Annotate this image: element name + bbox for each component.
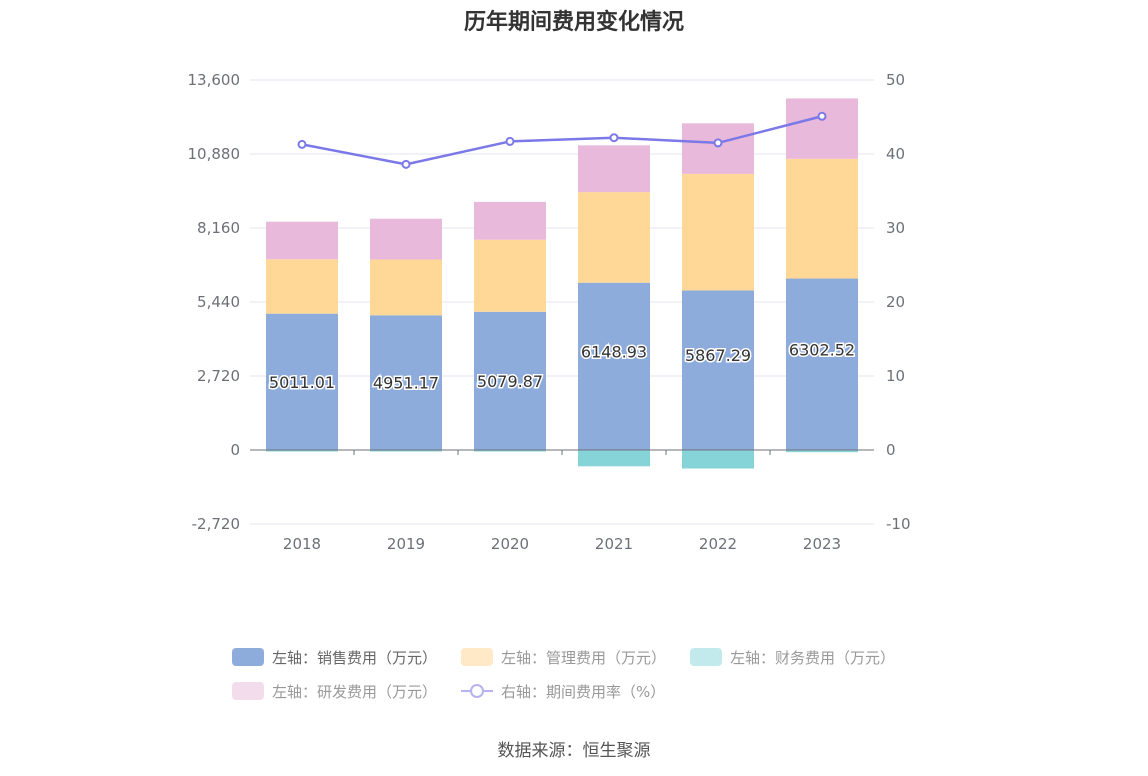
line-point (713, 138, 723, 148)
x-tick-label: 2018 (283, 535, 321, 553)
y-right-tick-label: -10 (886, 515, 911, 533)
y-left-tick-label: 5,440 (197, 293, 240, 311)
y-left-tick-label: 8,160 (197, 219, 240, 237)
bar-sales (474, 311, 546, 450)
legend-swatch-admin (461, 648, 494, 666)
data-label: 5867.29 (685, 346, 751, 365)
bar-finance (370, 450, 442, 452)
bar-rnd (786, 98, 858, 159)
line-point (505, 136, 515, 146)
legend-swatch-rate (461, 682, 494, 700)
y-left-tick-label: -2,720 (192, 515, 240, 533)
legend-swatch-sales (232, 648, 264, 666)
bar-rnd (370, 218, 442, 260)
bar-finance (266, 450, 338, 452)
y-right-tick-label: 40 (886, 145, 905, 163)
legend-swatch-rnd (232, 682, 264, 700)
data-label: 5011.01 (269, 373, 335, 392)
y-right-tick-label: 20 (886, 293, 905, 311)
bar-finance (578, 450, 650, 467)
bar-sales (578, 282, 650, 450)
data-label: 5079.87 (477, 372, 543, 391)
line-point (401, 159, 411, 169)
bar-rnd (474, 201, 546, 240)
data-label: 6148.93 (581, 342, 647, 361)
legend-label-sales: 左轴：销售费用（万元） (272, 648, 438, 667)
line-rate (301, 115, 823, 166)
bar-sales (786, 278, 858, 450)
y-right-tick-label: 10 (886, 367, 905, 385)
y-right-tick-label: 30 (886, 219, 905, 237)
bar-finance (786, 450, 858, 453)
x-tick-label: 2020 (491, 535, 529, 553)
y-left-tick-label: 2,720 (197, 367, 240, 385)
bar-admin (370, 259, 442, 316)
bar-admin (786, 158, 858, 279)
bar-admin (266, 259, 338, 314)
data-label: 4951.17 (373, 374, 439, 393)
line-point (609, 133, 619, 143)
legend: 左轴：销售费用（万元） 左轴：管理费用（万元） 左轴：财务费用（万元） 左轴：研… (232, 640, 932, 708)
legend-item-rate[interactable]: 右轴：期间费用率（%） (461, 681, 665, 702)
x-tick-label: 2021 (595, 535, 633, 553)
x-tick-label: 2019 (387, 535, 425, 553)
y-left-tick-label: 10,880 (188, 145, 241, 163)
x-tick-label: 2022 (699, 535, 737, 553)
bar-admin (474, 239, 546, 312)
chart-title: 历年期间费用变化情况 (463, 10, 684, 35)
y-left-tick-label: 0 (230, 441, 240, 459)
bar-rnd (266, 221, 338, 260)
legend-label-rnd: 左轴：研发费用（万元） (272, 682, 438, 701)
chart-plot: -2,720 0 2,720 5,440 8,160 10,880 13,600 -10 0 10… (188, 71, 911, 553)
line-point (297, 139, 307, 149)
y-left-tick-label: 13,600 (188, 71, 241, 89)
legend-swatch-finance (690, 648, 723, 666)
legend-label-admin: 左轴：管理费用（万元） (501, 648, 667, 667)
legend-label-finance: 左轴：财务费用（万元） (730, 648, 896, 667)
data-label: 6302.52 (789, 340, 855, 359)
legend-item-sales[interactable]: 左轴：销售费用（万元） (232, 647, 437, 668)
source-note: 数据来源：恒生聚源 (497, 741, 651, 761)
y-right-tick-label: 50 (886, 71, 905, 89)
bar-sales (266, 313, 338, 450)
legend-item-finance[interactable]: 左轴：财务费用（万元） (690, 647, 895, 668)
bar-admin (578, 192, 650, 283)
legend-item-admin[interactable]: 左轴：管理费用（万元） (461, 647, 666, 668)
legend-label-rate: 右轴：期间费用率（%） (501, 682, 666, 701)
line-point (817, 111, 827, 121)
bar-rnd (682, 123, 754, 174)
bar-sales (682, 290, 754, 450)
bar-admin (682, 173, 754, 291)
x-tick-label: 2023 (803, 535, 841, 553)
bar-finance (474, 450, 546, 452)
bar-finance (682, 450, 754, 469)
bar-sales (370, 315, 442, 450)
bar-rnd (578, 145, 650, 193)
legend-item-rnd[interactable]: 左轴：研发费用（万元） (232, 681, 437, 702)
y-right-tick-label: 0 (886, 441, 896, 459)
